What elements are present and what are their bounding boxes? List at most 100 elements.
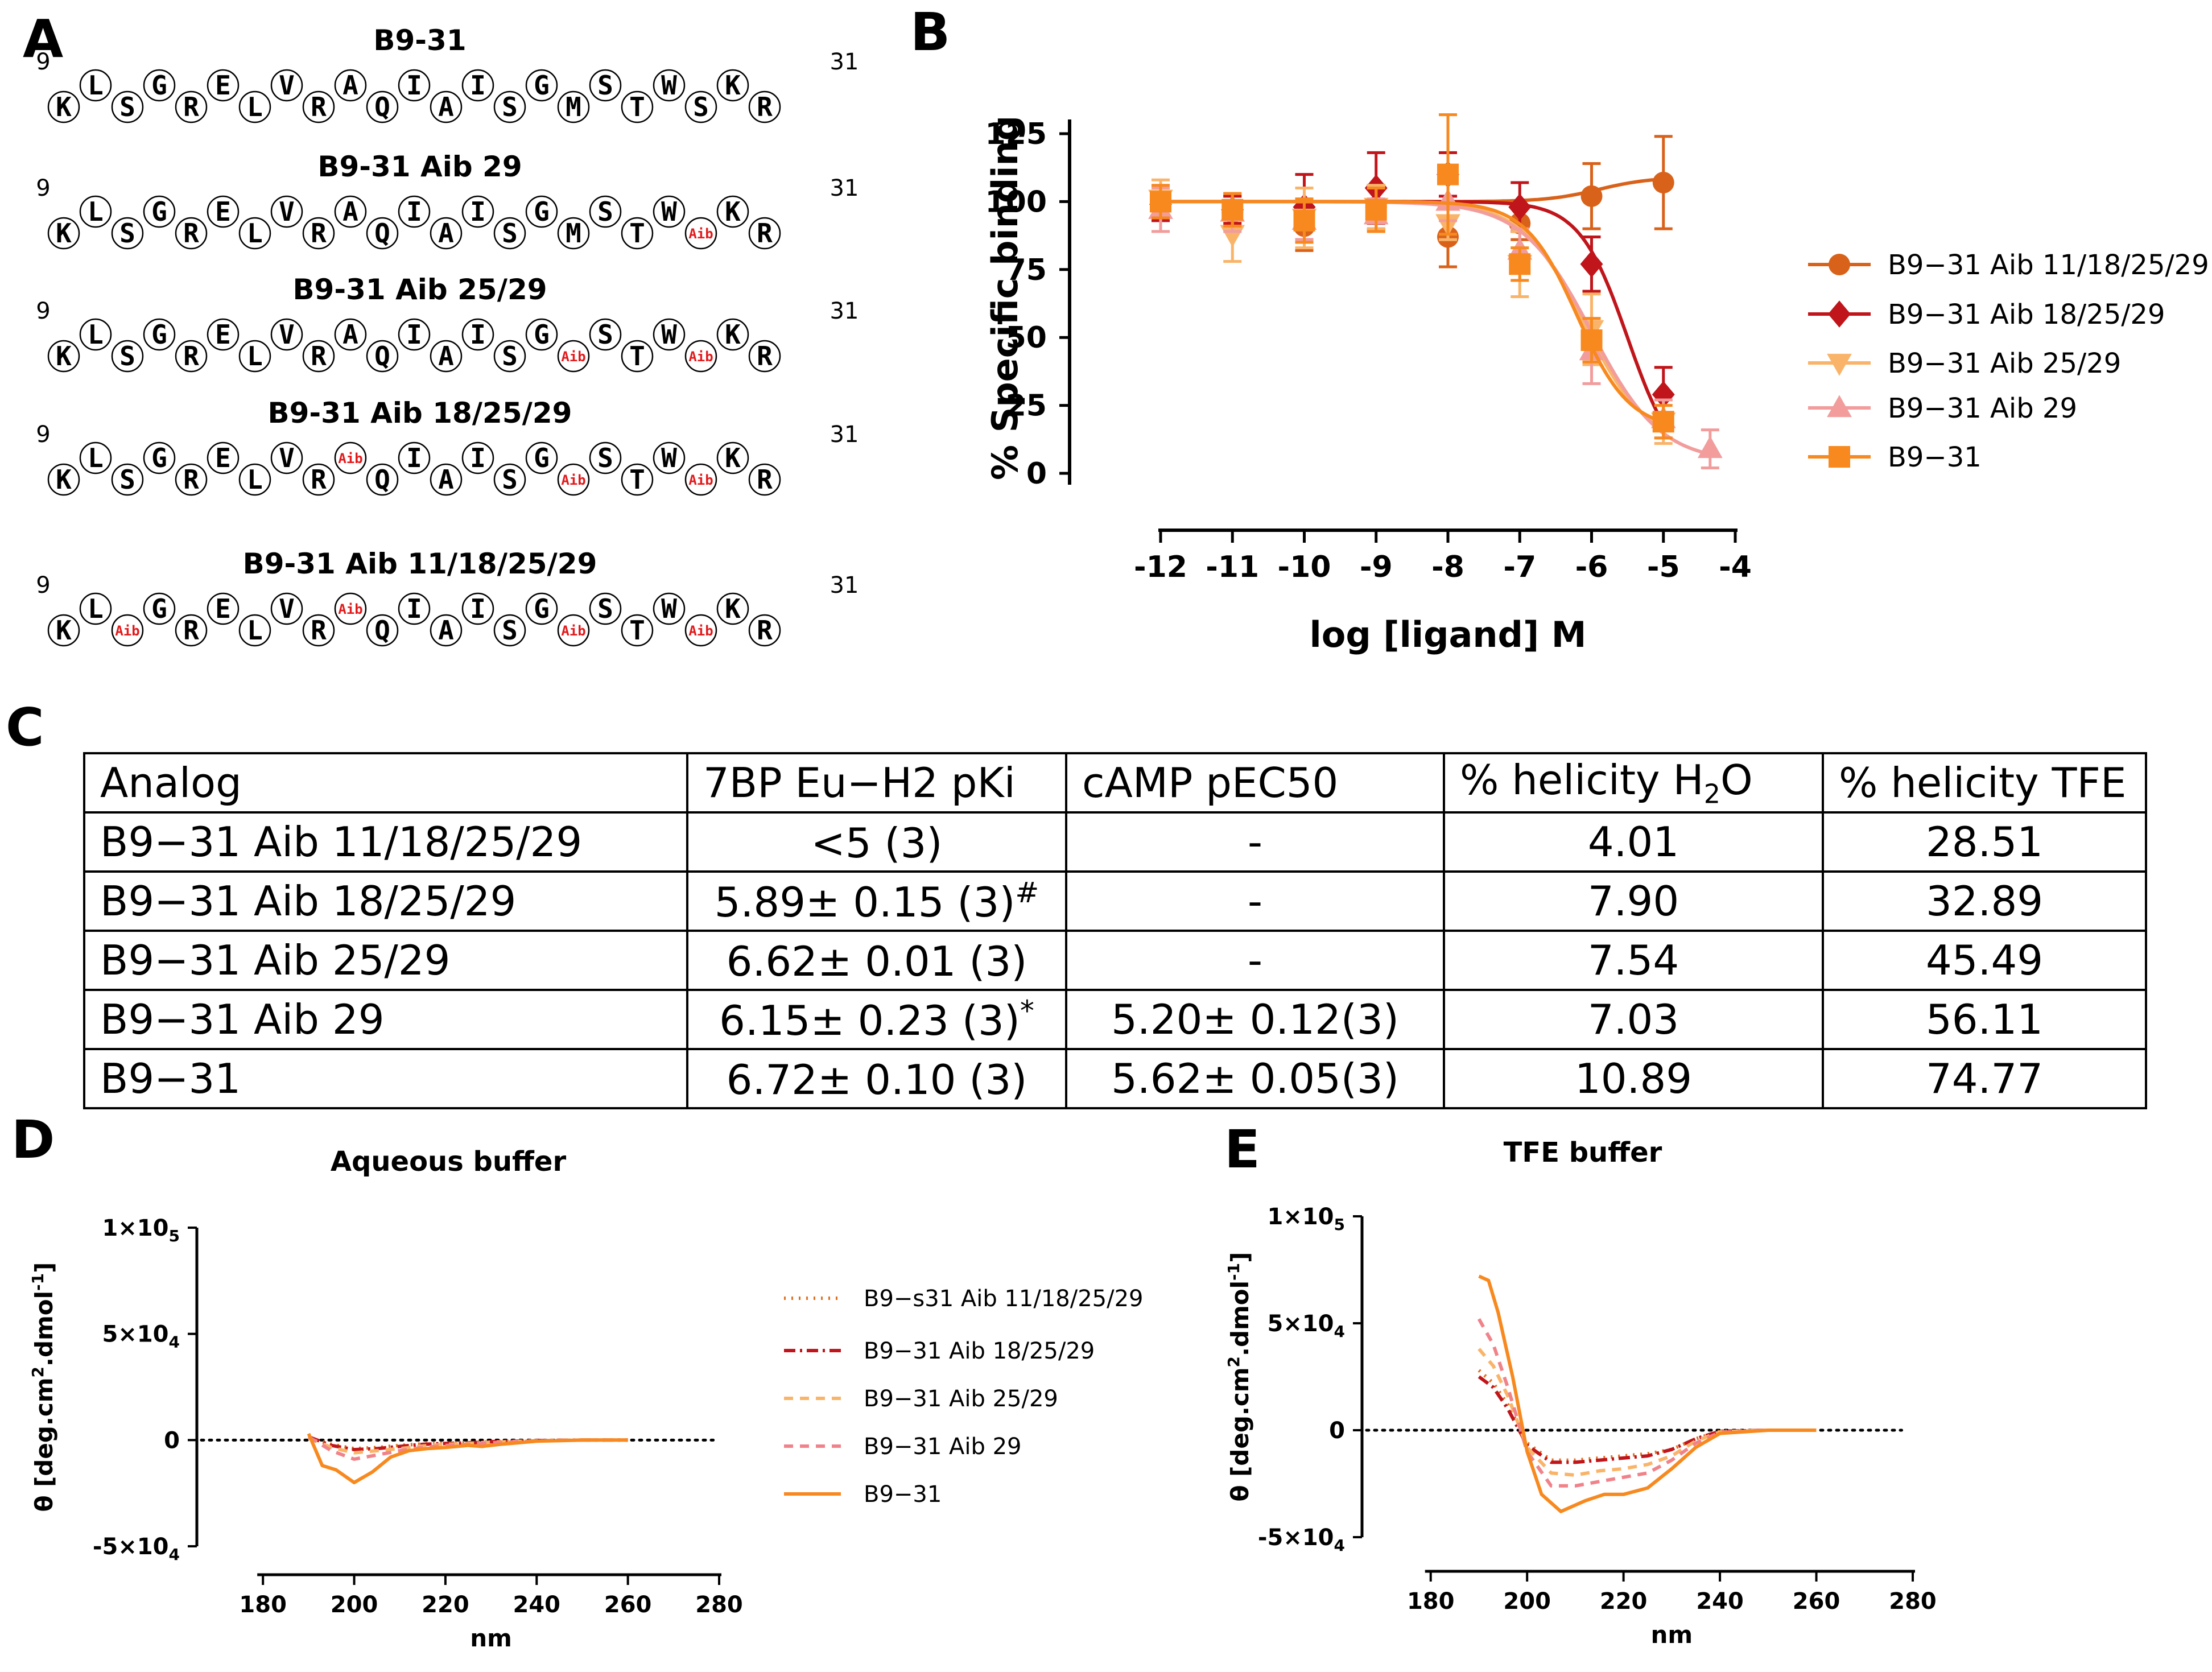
residue-label: V: [279, 443, 295, 473]
residue-circle: [366, 340, 399, 373]
b-x-tick-label: -5: [1647, 550, 1680, 584]
residue-label: T: [629, 341, 645, 371]
residue-circle: [334, 195, 367, 228]
residue-circle: [525, 592, 558, 625]
pki-mark: *: [1020, 994, 1034, 1027]
residue-circle: [302, 340, 335, 373]
cell-tfe: 45.49: [1822, 930, 2147, 991]
residue-circle: [430, 614, 463, 647]
b-series-group: [1148, 113, 1723, 469]
residue-circle: [589, 318, 622, 351]
cd-y-tick-label: 0: [164, 1427, 180, 1454]
peptide-row: B9-31 Aib 18/25/29KLSGRELVRAibQIAISGAibS…: [36, 397, 859, 496]
residue-circle: [175, 217, 208, 250]
cell-tfe: 32.89: [1822, 870, 2147, 932]
b-legend: B9−31 Aib 11/18/25/29 B9−31 Aib 18/25/29 B…: [1808, 249, 2209, 473]
b-y-tick-label: 25: [1006, 389, 1047, 423]
residue-label: S: [693, 92, 709, 122]
aib-residue-label: Aib: [561, 349, 585, 365]
start-number: 9: [36, 49, 50, 75]
data-point: [1829, 446, 1850, 468]
residue-label: R: [757, 341, 773, 371]
residue-circle: [716, 69, 749, 102]
residue-circle: [207, 69, 240, 102]
residue-label: E: [215, 319, 231, 350]
residue-label: R: [757, 464, 773, 495]
header-h2o-o: O: [1720, 756, 1753, 804]
b-y-tick-label: 125: [985, 117, 1047, 151]
pki-value: 6.15± 0.23 (3): [719, 997, 1020, 1045]
residue-circle: [430, 463, 463, 496]
residue-circle: [334, 69, 367, 102]
residue-label: A: [342, 70, 358, 101]
start-number: 9: [36, 572, 50, 598]
residue-label: A: [438, 464, 454, 495]
cd-y-axis-title: θ [deg.cm2.dmol-1]: [28, 1262, 58, 1512]
cd-series-line: [1478, 1369, 1817, 1462]
residue-label: I: [406, 196, 422, 227]
aib-residue-label: Aib: [561, 623, 585, 639]
cd-x-tick-label: 240: [1696, 1588, 1744, 1615]
residue-circle: [653, 441, 686, 474]
residue-label: T: [629, 92, 645, 122]
residue-circle: [47, 217, 80, 250]
cd-series-line: [1477, 1318, 1817, 1488]
b-x-tick-label: -9: [1360, 550, 1393, 584]
peptide-title: B9-31 Aib 29: [317, 150, 522, 183]
residue-circle: [143, 69, 176, 102]
data-point: [1652, 411, 1674, 433]
residue-circle: [366, 463, 399, 496]
residue-label: M: [566, 218, 581, 249]
residue-circle: [175, 463, 208, 496]
cell-analog: B9−31 Aib 11/18/25/29: [83, 811, 688, 873]
cell-pec50: 5.62± 0.05(3): [1065, 1048, 1445, 1109]
residue-circle: [398, 592, 431, 625]
residue-label: Q: [374, 615, 390, 646]
header-pec50: cAMP pEC50: [1065, 752, 1445, 814]
cd-series-line: [1478, 1274, 1817, 1513]
cell-pec50: -: [1065, 870, 1445, 932]
residue-label: K: [725, 319, 741, 350]
panel-letter-a: A: [23, 9, 63, 69]
residue-label: Q: [374, 464, 390, 495]
residue-circle: [143, 195, 176, 228]
residue-circle: [525, 195, 558, 228]
residue-circle: [47, 463, 80, 496]
table-header-row: Analog 7BP Eu−H2 pKi cAMP pEC50 % helici…: [83, 752, 2147, 814]
residue-label: R: [183, 218, 199, 249]
cd-legend-label: B9−31 Aib 25/29: [864, 1386, 1058, 1412]
residue-circle: [684, 463, 717, 496]
residue-circle: [653, 69, 686, 102]
residue-label: G: [151, 196, 167, 227]
residue-circle: [716, 195, 749, 228]
residue-circle: [716, 592, 749, 625]
residue-circle: [748, 90, 781, 123]
cd-y-tick-label: 5×104: [102, 1322, 180, 1352]
b-x-tick-label: -8: [1431, 550, 1464, 584]
peptide-title: B9-31: [373, 24, 466, 57]
cd-x-tick-label: 180: [1407, 1588, 1455, 1615]
cell-analog: B9−31 Aib 29: [83, 989, 688, 1050]
residue-circle: [302, 217, 335, 250]
data-point: [1827, 353, 1852, 376]
residue-circle: [47, 90, 80, 123]
residue-label: A: [438, 92, 454, 122]
cell-pki: 6.15± 0.23 (3)*: [686, 989, 1067, 1050]
residue-label: R: [183, 464, 199, 495]
residue-circle: [238, 463, 271, 496]
header-analog: Analog: [83, 752, 688, 814]
cell-h2o: 10.89: [1443, 1048, 1824, 1109]
panel-e-cd-tfe-chart: TFE buffer -5×104 0 5×104 1×105 180 200 220 240 2…: [1224, 1137, 1937, 1649]
residue-label: W: [661, 196, 677, 227]
residue-label: K: [56, 341, 72, 371]
residue-label: G: [534, 443, 550, 473]
residue-circle: [334, 441, 367, 474]
b-x-tick-label: -12: [1134, 550, 1187, 584]
residue-circle: [47, 340, 80, 373]
peptide-row: B9-31 Aib 25/29KLSGRELVRAQIAISGAibSTWAib…: [36, 273, 859, 373]
cd-y-axis-title: θ [deg.cm2.dmol-1]: [1224, 1252, 1254, 1502]
cd-legend-label: B9−31: [864, 1481, 942, 1508]
residue-label: R: [183, 615, 199, 646]
b-y-axis-title: % Specific binding: [984, 115, 1026, 480]
